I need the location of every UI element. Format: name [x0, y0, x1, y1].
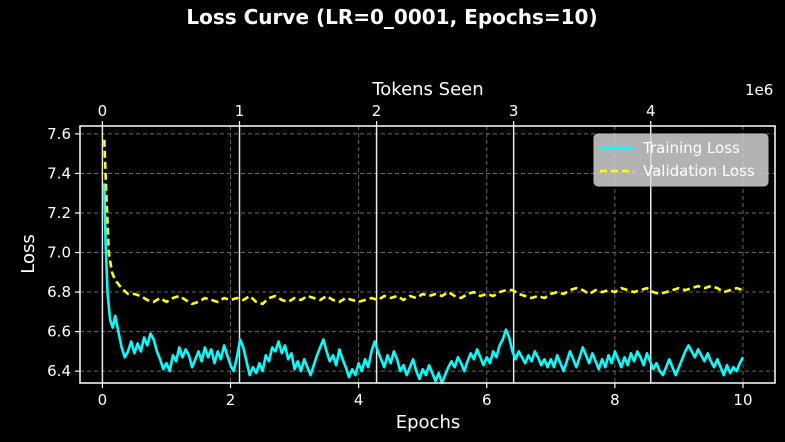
y-tick-label: 6.4 — [47, 362, 71, 380]
x-axis-label: Epochs — [396, 412, 461, 433]
x-tick-label: 10 — [733, 391, 752, 409]
y-axis-label: Loss — [18, 234, 39, 273]
x-tick-label: 0 — [98, 391, 108, 409]
legend-label: Validation Loss — [643, 162, 755, 180]
training-loss-line — [103, 183, 745, 385]
top-tick-label: 3 — [509, 102, 519, 120]
top-tick-label: 2 — [372, 102, 382, 120]
top-tick-label: 0 — [98, 102, 108, 120]
validation-loss-line — [103, 139, 744, 306]
plot-area: 0 2 4 6 8 10 6.4 6.6 6.8 7.0 7.2 7.4 7.6 0 1 2 3 4 Trainin… — [47, 102, 776, 409]
y-tick-label: 6.6 — [47, 323, 71, 341]
y-tick-label: 7.0 — [47, 244, 71, 262]
legend: Training Loss Validation Loss — [593, 133, 769, 187]
y-tick-label: 7.2 — [47, 204, 71, 222]
x-tick-label: 8 — [610, 391, 620, 409]
x-tick-label: 6 — [482, 391, 492, 409]
y-tick-label: 7.6 — [47, 125, 71, 143]
legend-label: Training Loss — [642, 139, 740, 157]
y-tick-label: 6.8 — [47, 283, 71, 301]
x-tick-label: 2 — [226, 391, 236, 409]
y-tick-label: 7.4 — [47, 164, 71, 182]
legend-box — [593, 133, 769, 187]
top-tick-label: 4 — [646, 102, 656, 120]
top-tick-label: 1 — [235, 102, 245, 120]
top-axis-label: Tokens Seen — [371, 79, 483, 100]
x-tick-label: 4 — [354, 391, 364, 409]
chart-title: Loss Curve (LR=0_0001, Epochs=10) — [186, 5, 597, 29]
plot-frame — [79, 125, 776, 384]
top-axis-multiplier: 1e6 — [745, 81, 773, 99]
